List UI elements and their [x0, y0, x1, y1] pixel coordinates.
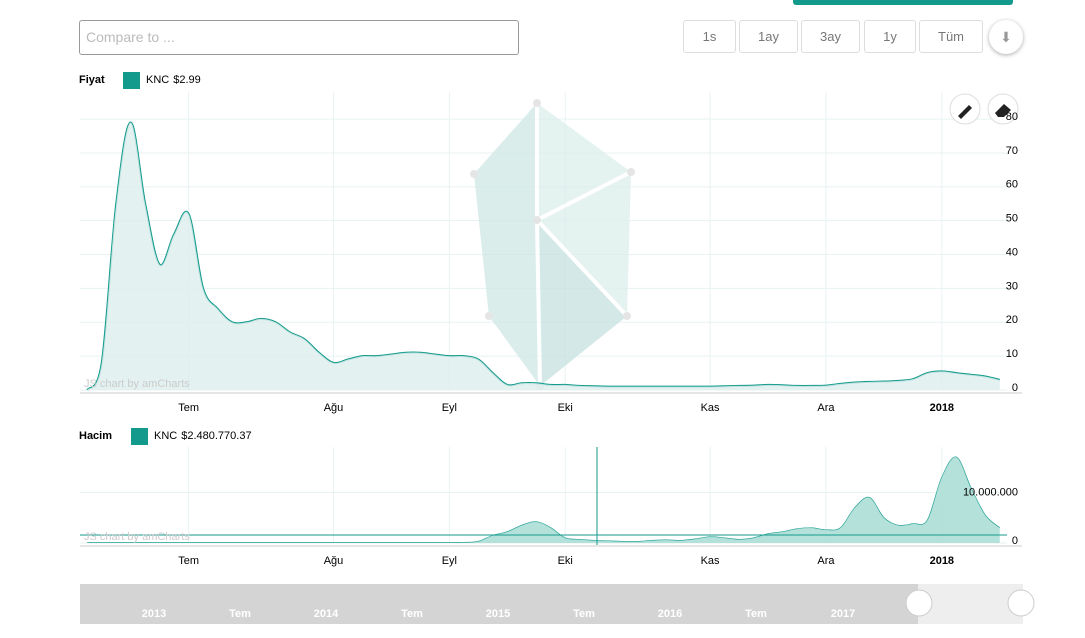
x-tick-label: Tem [178, 402, 199, 414]
area [87, 122, 1000, 391]
y-tick-label: 10 [1006, 348, 1018, 360]
period-button[interactable]: 1s [683, 20, 736, 53]
area [87, 456, 1000, 543]
legend-value: $2.480.770.37 [181, 430, 251, 442]
eraser-icon [995, 104, 1011, 117]
navigator-label: 2013 [142, 608, 166, 620]
navigator-label: Tem [401, 608, 423, 620]
pencil-icon [958, 105, 972, 119]
x-tick-label: 2018 [930, 555, 954, 567]
period-button[interactable]: 1y [864, 20, 916, 53]
legend-swatch [123, 72, 140, 89]
legend-swatch [131, 428, 148, 445]
navigator-label: 2014 [314, 608, 339, 620]
x-tick-label: Ara [817, 402, 835, 414]
chart-title: Fiyat [79, 74, 105, 86]
logo-watermark [470, 99, 635, 390]
y-tick-label: 70 [1006, 145, 1018, 157]
x-tick-label: Tem [178, 555, 199, 567]
y-tick-label: 80 [1006, 111, 1018, 123]
y-tick-label: 40 [1006, 246, 1018, 258]
compare-input[interactable]: Compare to ... [79, 20, 519, 55]
y-tick-label: 0 [1012, 382, 1018, 394]
navigator[interactable] [80, 584, 1023, 624]
y-tick-label: 30 [1006, 280, 1018, 292]
chart-title: Hacim [79, 430, 112, 442]
y-tick-label: 0 [1012, 535, 1018, 547]
navigator-handle[interactable] [905, 584, 1035, 624]
x-tick-label: Kas [701, 402, 720, 414]
navigator-label: 2015 [486, 608, 510, 620]
y-tick-label: 20 [1006, 314, 1018, 326]
navigator-label: 2016 [658, 608, 682, 620]
legend-name: KNC [146, 74, 169, 86]
y-tick-label: 50 [1006, 213, 1018, 225]
period-button[interactable]: Tüm [919, 20, 983, 53]
x-tick-label: Ağu [324, 402, 344, 414]
period-button[interactable]: 3ay [801, 20, 860, 53]
x-tick-label: Eyl [442, 555, 457, 567]
top-bar [793, 0, 1013, 5]
download-button[interactable]: ⬇ [989, 20, 1023, 54]
x-tick-label: Ağu [324, 555, 344, 567]
watermark: JS chart by amCharts [84, 378, 190, 390]
x-tick-label: Ara [817, 555, 835, 567]
x-tick-label: Eyl [442, 402, 457, 414]
watermark: JS chart by amCharts [84, 531, 190, 543]
cursor [80, 447, 1007, 545]
y-tick-label: 10.000.000 [963, 486, 1018, 498]
navigator-label: 2017 [831, 608, 855, 620]
legend-value: $2.99 [173, 74, 201, 86]
x-tick-label: 2018 [930, 402, 954, 414]
x-tick-label: Kas [701, 555, 720, 567]
x-tick-label: Eki [558, 555, 573, 567]
legend-name: KNC [154, 430, 177, 442]
period-button[interactable]: 1ay [739, 20, 798, 53]
navigator-label: Tem [573, 608, 595, 620]
navigator-label: Tem [229, 608, 251, 620]
navigator-label: Tem [745, 608, 767, 620]
y-tick-label: 60 [1006, 179, 1018, 191]
x-tick-label: Eki [558, 402, 573, 414]
